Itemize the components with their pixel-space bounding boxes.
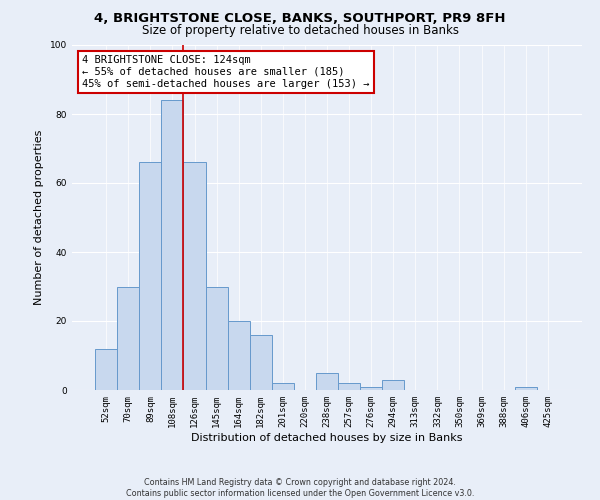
Text: 4 BRIGHTSTONE CLOSE: 124sqm
← 55% of detached houses are smaller (185)
45% of se: 4 BRIGHTSTONE CLOSE: 124sqm ← 55% of det… — [82, 56, 370, 88]
Bar — [227, 321, 250, 390]
Bar — [117, 286, 139, 390]
Bar — [272, 383, 294, 390]
Y-axis label: Number of detached properties: Number of detached properties — [34, 130, 44, 305]
Bar — [515, 386, 537, 390]
Bar — [338, 383, 360, 390]
Bar — [139, 162, 161, 390]
Text: Contains HM Land Registry data © Crown copyright and database right 2024.
Contai: Contains HM Land Registry data © Crown c… — [126, 478, 474, 498]
Bar — [184, 162, 206, 390]
Bar — [382, 380, 404, 390]
Bar — [250, 335, 272, 390]
Bar — [206, 286, 227, 390]
Bar — [316, 373, 338, 390]
Bar — [360, 386, 382, 390]
Text: Size of property relative to detached houses in Banks: Size of property relative to detached ho… — [142, 24, 458, 37]
X-axis label: Distribution of detached houses by size in Banks: Distribution of detached houses by size … — [191, 432, 463, 442]
Text: 4, BRIGHTSTONE CLOSE, BANKS, SOUTHPORT, PR9 8FH: 4, BRIGHTSTONE CLOSE, BANKS, SOUTHPORT, … — [94, 12, 506, 26]
Bar — [95, 348, 117, 390]
Bar — [161, 100, 184, 390]
